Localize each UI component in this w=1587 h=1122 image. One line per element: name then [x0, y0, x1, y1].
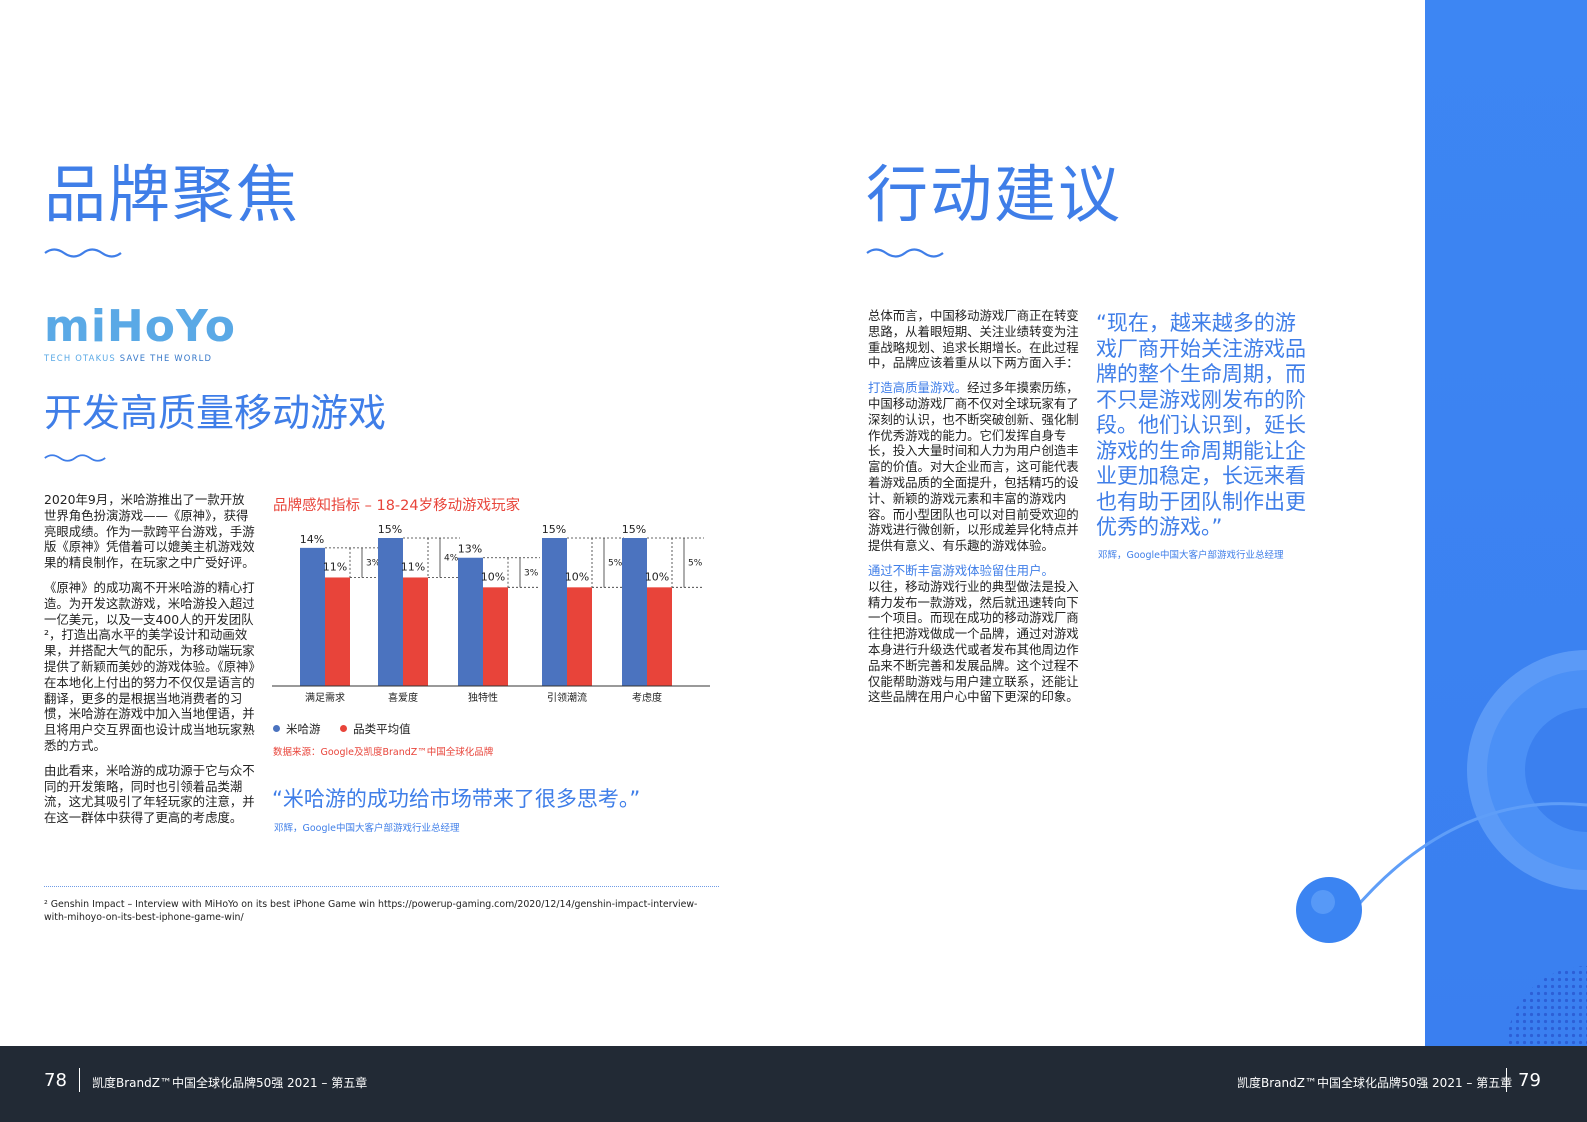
- data-label-category-average: 10%: [645, 570, 669, 583]
- footer-separator: [1506, 1068, 1507, 1092]
- left-page-title: 品牌聚焦: [44, 158, 301, 231]
- x-tick-label: 考虑度: [632, 691, 662, 704]
- logo-wordmark: miHoYo: [44, 301, 237, 352]
- x-tick-label: 引领潮流: [547, 691, 587, 704]
- body-paragraph: 《原神》的成功离不开米哈游的精心打造。为开发这款游戏，米哈游投入超过一亿美元，以…: [44, 579, 255, 753]
- bar-mihoyo: [300, 547, 325, 686]
- left-subheading: 开发高质量移动游戏: [44, 391, 387, 435]
- point-two-text: 以往，移动游戏行业的典型做法是投入精力发布一款游戏，然后就迅速转向下一个项目。而…: [868, 578, 1079, 705]
- bar-category-average: [325, 577, 350, 686]
- data-label-category-average: 11%: [323, 560, 347, 573]
- left-quote-attribution: 邓辉，Google中国大客户部游戏行业总经理: [274, 823, 460, 834]
- data-label-mihoyo: 15%: [542, 523, 566, 536]
- data-label-category-average: 10%: [565, 570, 589, 583]
- footnote-divider: [44, 886, 719, 887]
- data-label-mihoyo: 15%: [622, 523, 646, 536]
- bar-mihoyo: [458, 557, 483, 686]
- legend-item-mihoyo: 米哈游: [273, 722, 321, 736]
- logo-tagline-part1: TECH OTAKUS: [44, 353, 120, 363]
- data-label-category-average: 11%: [401, 560, 425, 573]
- decorative-circles: [1296, 650, 1587, 1046]
- logo-tagline-part2: SAVE THE WORLD: [119, 353, 213, 363]
- wave-divider-icon: [44, 248, 122, 258]
- intro-paragraph: 总体而言，中国移动游戏厂商正在转变思路，从着眼短期、关注业绩转变为注重战略规划、…: [868, 308, 1079, 371]
- difference-label: 3%: [366, 559, 381, 569]
- body-paragraph: 由此看来，米哈游的成功源于它与众不同的开发策略，同时也引领着品类潮流，这尤其吸引…: [44, 762, 255, 826]
- data-label-mihoyo: 13%: [458, 543, 482, 556]
- brand-perception-chart: 14% 11% 3% 满足需求 15% 11% 4% 喜爱度 13% 10% 3% 独特性 15% 10%…: [272, 523, 710, 704]
- bar-mihoyo: [542, 538, 567, 686]
- right-quote-attribution: 邓辉，Google中国大客户部游戏行业总经理: [1098, 550, 1284, 561]
- wave-divider-icon: [866, 248, 944, 258]
- x-tick-label: 满足需求: [305, 692, 345, 704]
- right-page-title: 行动建议: [866, 158, 1123, 231]
- x-tick-label: 独特性: [468, 691, 498, 704]
- difference-label: 5%: [688, 559, 703, 569]
- x-tick-label: 喜爱度: [388, 691, 418, 704]
- bar-category-average: [483, 587, 508, 686]
- legend-swatch-icon: [340, 725, 348, 732]
- legend-item-category-average: 品类平均值: [340, 722, 411, 736]
- point-two-title: 通过不断丰富游戏体验留住用户。: [868, 562, 1054, 578]
- left-body-text: 2020年9月，米哈游推出了一款开放世界角色扮演游戏——《原神》，获得亮眼成绩。…: [44, 492, 256, 835]
- point-one: 打造高质量游戏。经过多年摸索历练，中国移动游戏厂商不仅对全球玩家有了深刻的认识，…: [868, 380, 1082, 554]
- footnote: ² Genshin Impact – Interview with MiHoYo…: [44, 899, 698, 923]
- body-paragraph: 2020年9月，米哈游推出了一款开放世界角色扮演游戏——《原神》，获得亮眼成绩。…: [44, 492, 255, 571]
- difference-label: 5%: [608, 559, 623, 569]
- bar-mihoyo: [622, 538, 647, 686]
- legend-swatch-icon: [273, 725, 280, 732]
- point-one-title: 打造高质量游戏。: [868, 380, 968, 396]
- left-quote: “米哈游的成功给市场带来了很多思考。”: [272, 787, 641, 811]
- page-footer: 78 凯度BrandZ™中国全球化品牌50强 2021 – 第五章 凯度Bran…: [0, 1046, 1587, 1122]
- left-page-number: 78: [44, 1070, 67, 1091]
- difference-label: 3%: [524, 569, 539, 579]
- data-label-mihoyo: 14%: [300, 533, 324, 546]
- point-two: 通过不断丰富游戏体验留住用户。 以往，移动游戏行业的典型做法是投入精力发布一款游戏…: [868, 563, 1082, 705]
- right-body-text: 总体而言，中国移动游戏厂商正在转变思路，从着眼短期、关注业绩转变为注重战略规划、…: [868, 308, 1082, 714]
- right-quote: “现在，越来越多的游戏厂商开始关注游戏品牌的整个生命周期，而不只是游戏刚发布的阶…: [1096, 311, 1306, 539]
- right-footer-text: 凯度BrandZ™中国全球化品牌50强 2021 – 第五章: [1237, 1076, 1513, 1090]
- data-label-category-average: 10%: [481, 570, 505, 583]
- footer-separator: [79, 1068, 80, 1092]
- bar-mihoyo: [378, 538, 403, 686]
- wave-divider-icon: [44, 454, 106, 462]
- bar-category-average: [403, 577, 428, 686]
- chart-legend: 米哈游 品类平均值: [273, 721, 411, 737]
- mihoyo-logo: miHoYo TECH OTAKUS SAVE THE WORLD: [44, 301, 237, 364]
- difference-label: 4%: [444, 554, 459, 564]
- data-label-mihoyo: 15%: [378, 523, 402, 536]
- point-one-text: 经过多年摸索历练，中国移动游戏厂商不仅对全球玩家有了深刻的认识，也不断突破创新、…: [868, 380, 1079, 554]
- bar-category-average: [567, 587, 592, 686]
- bar-category-average: [647, 587, 672, 686]
- chart-source: 数据来源：Google及凯度BrandZ™中国全球化品牌: [273, 747, 494, 758]
- right-page-number: 79: [1518, 1070, 1541, 1091]
- left-footer-text: 凯度BrandZ™中国全球化品牌50强 2021 – 第五章: [92, 1076, 368, 1090]
- chart-title: 品牌感知指标 – 18-24岁移动游戏玩家: [273, 498, 521, 514]
